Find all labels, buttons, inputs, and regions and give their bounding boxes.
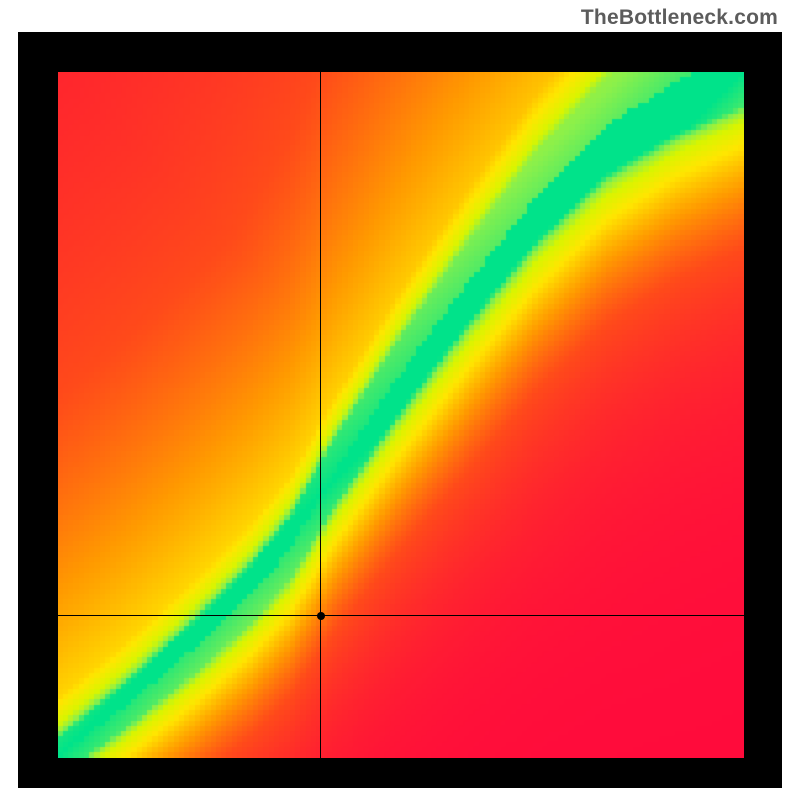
heatmap-plot — [58, 72, 744, 758]
watermark-text: TheBottleneck.com — [581, 6, 778, 30]
selected-point — [317, 612, 325, 620]
crosshair-vertical — [320, 72, 321, 758]
heatmap-canvas — [58, 72, 744, 758]
crosshair-horizontal — [58, 615, 744, 616]
chart-frame — [18, 32, 782, 788]
